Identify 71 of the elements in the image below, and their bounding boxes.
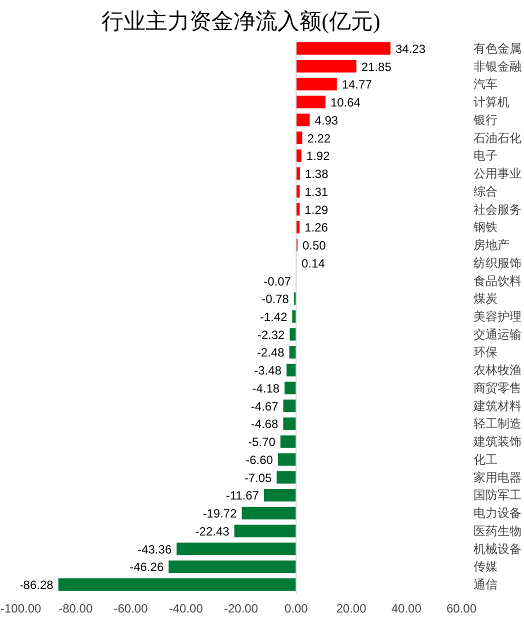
y-tick-label: 医药生物	[474, 524, 522, 538]
chart-title: 行业主力资金净流入额(亿元)	[102, 8, 380, 34]
y-tick-label: 房地产	[474, 238, 510, 252]
x-tick-label: 0.00	[284, 602, 308, 616]
data-label: 1.29	[304, 202, 328, 217]
x-tick-label: 20.00	[336, 602, 367, 616]
y-tick-label: 钢铁	[472, 220, 498, 234]
data-label: 1.38	[304, 167, 329, 182]
y-tick-label: 建筑材料	[472, 398, 522, 413]
y-tick-label: 有色金属	[474, 41, 522, 56]
y-tick-label: 计算机	[474, 95, 510, 110]
data-label: 2.22	[307, 131, 331, 146]
y-tick-label: 食品饮料	[474, 274, 522, 288]
data-label: 1.26	[304, 220, 328, 235]
y-tick-label: 非银金融	[474, 59, 522, 74]
y-tick-label: 商贸零售	[474, 380, 522, 395]
data-label: 0.50	[302, 238, 326, 253]
data-label: -0.07	[264, 274, 292, 288]
data-label: -4.68	[250, 417, 279, 432]
y-tick-label: 化工	[474, 452, 498, 466]
data-label: 0.14	[302, 256, 326, 270]
data-label: 4.93	[314, 113, 338, 128]
data-label: 1.92	[306, 149, 330, 164]
y-tick-label: 交通运输	[474, 327, 522, 342]
y-tick-label: 家用电器	[474, 470, 522, 484]
y-tick-label: 环保	[474, 345, 498, 360]
x-tick-label: -100.00	[0, 602, 42, 616]
data-label: -22.43	[195, 524, 230, 538]
data-label: -4.18	[252, 381, 280, 396]
data-label: 1.31	[304, 184, 328, 199]
y-tick-label: 汽车	[474, 77, 498, 92]
y-tick-label: 社会服务	[474, 202, 522, 216]
data-label: -46.26	[130, 560, 164, 574]
x-tick-label: -20.00	[224, 602, 258, 616]
x-tick-label: -40.00	[168, 602, 204, 616]
x-tick-label: 40.00	[391, 602, 422, 616]
y-tick-label: 国防军工	[474, 488, 522, 502]
y-tick-label: 煤炭	[474, 292, 498, 306]
y-tick-label: 美容护理	[474, 310, 522, 324]
data-label: -0.78	[262, 292, 290, 306]
data-label: 34.23	[395, 42, 426, 56]
x-tick-label: -80.00	[58, 602, 93, 616]
data-label: -19.72	[202, 506, 238, 521]
data-label: -3.48	[254, 364, 282, 378]
data-label: -6.60	[246, 452, 274, 467]
data-label: -43.36	[138, 542, 172, 556]
data-label: -2.32	[257, 328, 286, 342]
data-label: 14.77	[342, 78, 372, 92]
x-tick-label: -60.00	[114, 602, 148, 616]
data-label: -1.42	[260, 310, 288, 324]
data-label: -11.67	[226, 488, 260, 503]
y-tick-label: 银行	[472, 112, 498, 127]
data-label: -5.70	[248, 435, 276, 450]
data-label: -7.05	[244, 470, 272, 485]
y-tick-label: 电子	[474, 148, 498, 163]
y-tick-label: 纺织服饰	[474, 256, 522, 270]
data-label: 21.85	[361, 60, 392, 74]
y-tick-label: 建筑装饰	[472, 434, 522, 449]
y-tick-label: 电力设备	[474, 506, 522, 520]
y-tick-label: 综合	[474, 184, 498, 198]
y-tick-label: 公用事业	[474, 166, 522, 181]
y-tick-label: 轻工制造	[474, 416, 522, 431]
x-tick-label: 60.00	[446, 602, 477, 616]
data-label: -2.48	[256, 346, 285, 360]
y-tick-label: 农林牧渔	[474, 363, 522, 378]
y-tick-label: 石油石化	[474, 130, 522, 145]
data-label: -4.67	[250, 399, 279, 414]
y-tick-label: 通信	[474, 578, 498, 592]
data-label: 10.64	[330, 96, 361, 110]
y-tick-label: 机械设备	[474, 542, 522, 556]
y-tick-label: 传媒	[474, 560, 498, 574]
